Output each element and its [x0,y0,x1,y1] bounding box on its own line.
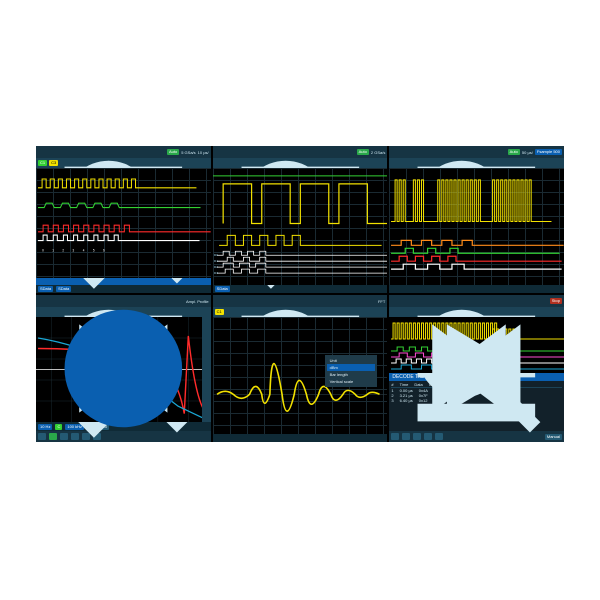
skip-fwd-icon[interactable] [435,433,443,440]
svg-text:5: 5 [93,248,95,252]
toolbar: Auto 5 GSa/s 10 µs/ [36,146,211,158]
search-icon[interactable] [400,149,407,156]
panel-protocol: Auto 5 GSa/s 10 µs/ C1 C3 0123456 [36,146,211,293]
logo-icon [202,433,209,440]
menu-item[interactable]: dBm [327,364,375,371]
menu-item[interactable]: Bar length [327,371,375,378]
panel-mixed-signal: Auto 2 GSa/s D0D1D2D3 SData [213,146,388,293]
svg-text:6: 6 [103,248,105,252]
panel-decode-table: Stop DECODE TABLE # Time Data CRC [389,295,564,442]
menu-item[interactable]: Vertical scale [327,378,375,385]
toolbar: Auto 50 µs/ Fsample 500 [389,146,564,158]
svg-text:D0: D0 [214,253,218,257]
transport-bar [36,431,211,442]
sinc-plot[interactable]: Unit dBm Bar length Vertical scale [213,317,388,434]
waveform-plot[interactable]: 0 1 2 3 4 5 6 [36,168,211,278]
svg-text:2: 2 [62,248,64,252]
search-icon[interactable] [224,298,231,305]
svg-text:3: 3 [73,248,75,252]
context-menu[interactable]: Unit dBm Bar length Vertical scale [325,355,377,387]
pencil-icon[interactable] [74,149,81,156]
svg-text:D1: D1 [214,259,218,263]
svg-text:D2: D2 [214,265,218,269]
svg-text:1: 1 [52,248,54,252]
screenshot-grid: Auto 5 GSa/s 10 µs/ C1 C3 0123456 [36,146,564,442]
pencil-icon[interactable] [233,149,240,156]
toolbar: FFT [213,295,388,307]
panel-bode: Ampl. Profile 10 Hz C 100 kHz 250 10 [36,295,211,442]
svg-text:D3: D3 [214,271,218,275]
svg-text:4: 4 [83,248,85,252]
waveform-plot[interactable]: D0 D1 D2 D3 [213,168,388,285]
toolbar: Auto 2 GSa/s [213,146,388,158]
panel-sinc: FFT C1 Unit dBm Bar length Vertical scal… [213,295,388,442]
waveform-plot[interactable] [389,168,564,285]
menu-item[interactable]: Unit [327,357,375,364]
svg-text:0: 0 [42,248,44,252]
panel-burst: Auto 50 µs/ Fsample 500 [389,146,564,293]
transport-bar: Manual [389,431,564,442]
